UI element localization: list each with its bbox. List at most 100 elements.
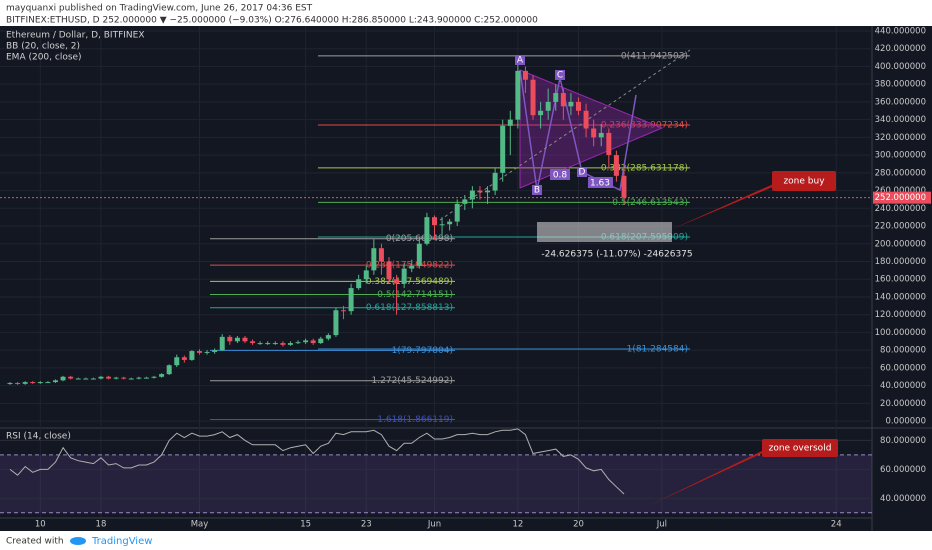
candle-body (363, 270, 369, 280)
candle-body (159, 374, 165, 377)
candle-body (545, 101, 551, 111)
candle-body (250, 341, 256, 344)
fib-levels: 0(411.942503) 0.236(333.907234) 0.382(285.… (210, 51, 690, 425)
candle-body (522, 70, 528, 80)
candle-body (98, 376, 104, 379)
arrow (650, 448, 768, 505)
y-tick-label: 60.000000 (880, 363, 926, 373)
candle-body (530, 79, 536, 116)
y-tick-label: 360.000000 (875, 97, 926, 107)
fib-label: 0.382(285.631178) (601, 163, 688, 173)
x-tick-label: 24 (831, 520, 842, 530)
y-tick-label: 200.000000 (875, 239, 926, 249)
candle-body (303, 340, 309, 343)
candle-body (348, 288, 354, 312)
fib-label: 0.5(246.613543) (612, 198, 688, 208)
y-tick-label: 40.000000 (880, 494, 926, 504)
fib-label: 1.272(45.524992) (372, 376, 453, 386)
fib-label: 1.618(1.866119) (377, 415, 453, 425)
candle-body (265, 343, 271, 345)
x-tick-label: 15 (300, 520, 311, 530)
candle-body (257, 343, 263, 345)
candle-body (83, 378, 89, 380)
candle-body (318, 338, 324, 344)
candle-body (507, 119, 513, 126)
fib-label: 0.618(127.858813) (366, 303, 453, 313)
rsi-pane: 40.000000 60.000000 80.000000 (0, 428, 926, 514)
y-tick-label: 0.000000 (885, 417, 926, 427)
candle-body (591, 128, 597, 138)
x-tick-label: 23 (361, 520, 372, 530)
candle-body (295, 342, 301, 344)
candle-body (280, 343, 286, 345)
callout-box (762, 439, 838, 457)
candle-body (356, 279, 362, 289)
candle-body (439, 224, 445, 226)
point-box (555, 70, 565, 80)
candle-body (166, 365, 172, 375)
y-tick-label: 80.000000 (880, 436, 926, 446)
candle-body (181, 357, 187, 360)
candle-body (454, 203, 460, 222)
y-tick-label: 340.000000 (875, 115, 926, 125)
symbol-line: BITFINEX:ETHUSD, D 252.000000 ▼ −25.0000… (6, 16, 538, 26)
candle-body (621, 175, 627, 198)
point-box (532, 185, 542, 195)
ratio-label: 0.8 (553, 171, 568, 181)
candle-body (485, 190, 491, 193)
candle-body (219, 336, 225, 351)
y-tick-label: 80.000000 (880, 346, 926, 356)
fib-label: 0(411.942503) (621, 51, 688, 61)
candle-body (462, 199, 468, 204)
callout-text: zone oversold (769, 444, 832, 454)
candle-body (310, 340, 316, 344)
candle-body (333, 310, 339, 336)
candles: 252.000000 (0, 55, 931, 385)
y-tick-label: 300.000000 (875, 151, 926, 161)
y-tick-label: 280.000000 (875, 168, 926, 178)
y-tick-label: 260.000000 (875, 186, 926, 196)
candle-body (272, 343, 278, 345)
candle-body (113, 377, 119, 379)
candle-body (371, 248, 377, 271)
candle-body (583, 110, 589, 129)
fib-label: 0.5(142.714151) (377, 290, 453, 300)
y-tick-label: 400.000000 (875, 62, 926, 72)
candle-body (60, 376, 66, 381)
candle-body (22, 382, 28, 384)
candle-body (613, 155, 619, 176)
candle-body (515, 70, 521, 120)
candle-body (45, 382, 51, 384)
y-tick-label: 380.000000 (875, 80, 926, 90)
candle-body (121, 377, 127, 379)
rsi-band (0, 454, 872, 513)
harmonic-pattern (519, 69, 637, 192)
x-tick-label: 10 (35, 520, 46, 530)
fib-label: 0.382(157.569489) (366, 277, 453, 287)
candle-body (341, 310, 347, 312)
candle-body (424, 217, 430, 244)
fib-label: 1(81.284584) (627, 345, 688, 355)
point-label: C (557, 71, 563, 81)
candle-body (492, 172, 498, 191)
y-tick-label: 120.000000 (875, 310, 926, 320)
candle-body (234, 337, 240, 342)
footer-brand: TradingView (91, 536, 152, 547)
x-tick-label: 18 (96, 520, 107, 530)
candle-body (68, 376, 74, 379)
measure-box (537, 222, 672, 242)
fib-label: 0.236(175.949822) (366, 261, 453, 271)
fib-label: 1(79.797804) (392, 346, 453, 356)
candle-body (189, 351, 195, 360)
y-tick-label: 20.000000 (880, 399, 926, 409)
candle-body (90, 378, 96, 380)
candle-body (212, 350, 218, 352)
arrow (670, 182, 778, 230)
candle-body (37, 382, 43, 384)
symbol-title: Ethereum / Dollar, D, BITFINEX (6, 31, 145, 41)
point-label: A (517, 56, 524, 66)
footer-bg (0, 531, 932, 550)
y-tick-label: 140.000000 (875, 292, 926, 302)
fib-label: 0.236(333.907234) (601, 121, 688, 131)
